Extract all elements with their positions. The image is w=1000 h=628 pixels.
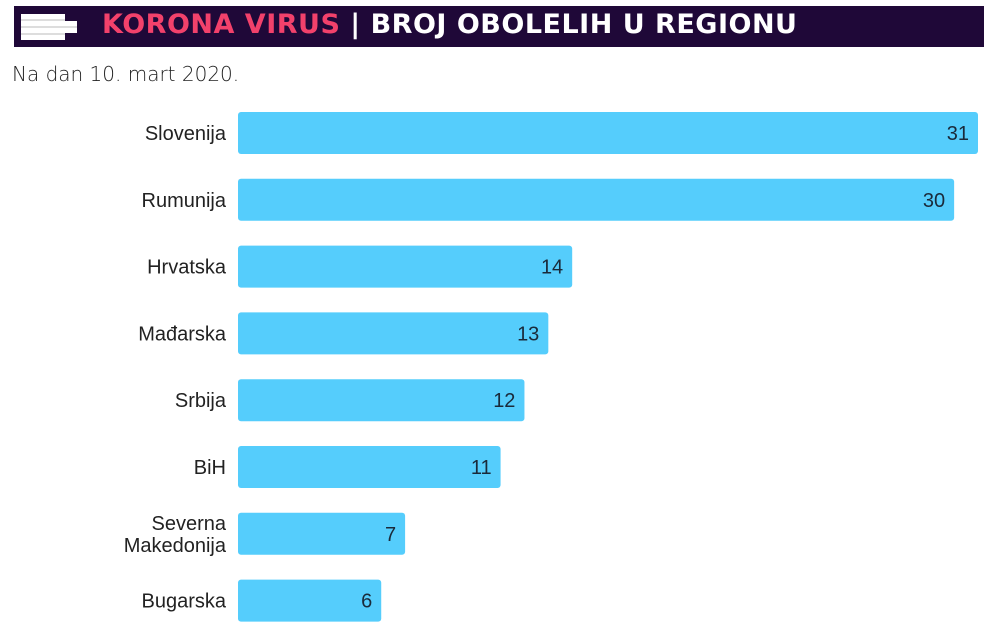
category-label: BiH (194, 457, 226, 479)
bar-1 (238, 178, 955, 221)
page-title: KORONA VIRUS | BROJ OBOLELIH U REGIONU (102, 9, 797, 40)
title-main: BROJ OBOLELIH U REGIONU (370, 9, 798, 40)
bar-2 (238, 245, 573, 288)
category-label: Hrvatska (147, 257, 227, 279)
bar-0 (238, 112, 978, 154)
bar-6 (238, 512, 406, 555)
data-label: 13 (517, 323, 539, 345)
data-label: 14 (541, 257, 563, 279)
data-label: 31 (947, 123, 969, 145)
data-label: 30 (923, 190, 945, 212)
category-label: Rumunija (142, 190, 227, 212)
bar-5 (238, 446, 501, 488)
bar-7 (238, 579, 382, 622)
logo-icon (21, 14, 77, 40)
category-label: Mađarska (138, 323, 227, 345)
category-label: Bugarska (142, 591, 227, 613)
header-banner: KORONA VIRUS | BROJ OBOLELIH U REGIONU (14, 6, 984, 47)
data-label: 11 (471, 457, 492, 479)
data-label: 12 (493, 390, 515, 412)
data-label: 7 (385, 524, 396, 546)
title-separator: | (340, 9, 371, 40)
category-label: Makedonija (124, 535, 227, 557)
category-label: Slovenija (145, 123, 227, 145)
data-label: 6 (361, 591, 372, 613)
bar-3 (238, 312, 549, 355)
subtitle: Na dan 10. mart 2020. (12, 62, 240, 86)
category-label: Severna (152, 513, 227, 535)
title-accent: KORONA VIRUS (102, 9, 341, 40)
category-label: Srbija (175, 390, 227, 412)
bar-4 (238, 379, 525, 422)
